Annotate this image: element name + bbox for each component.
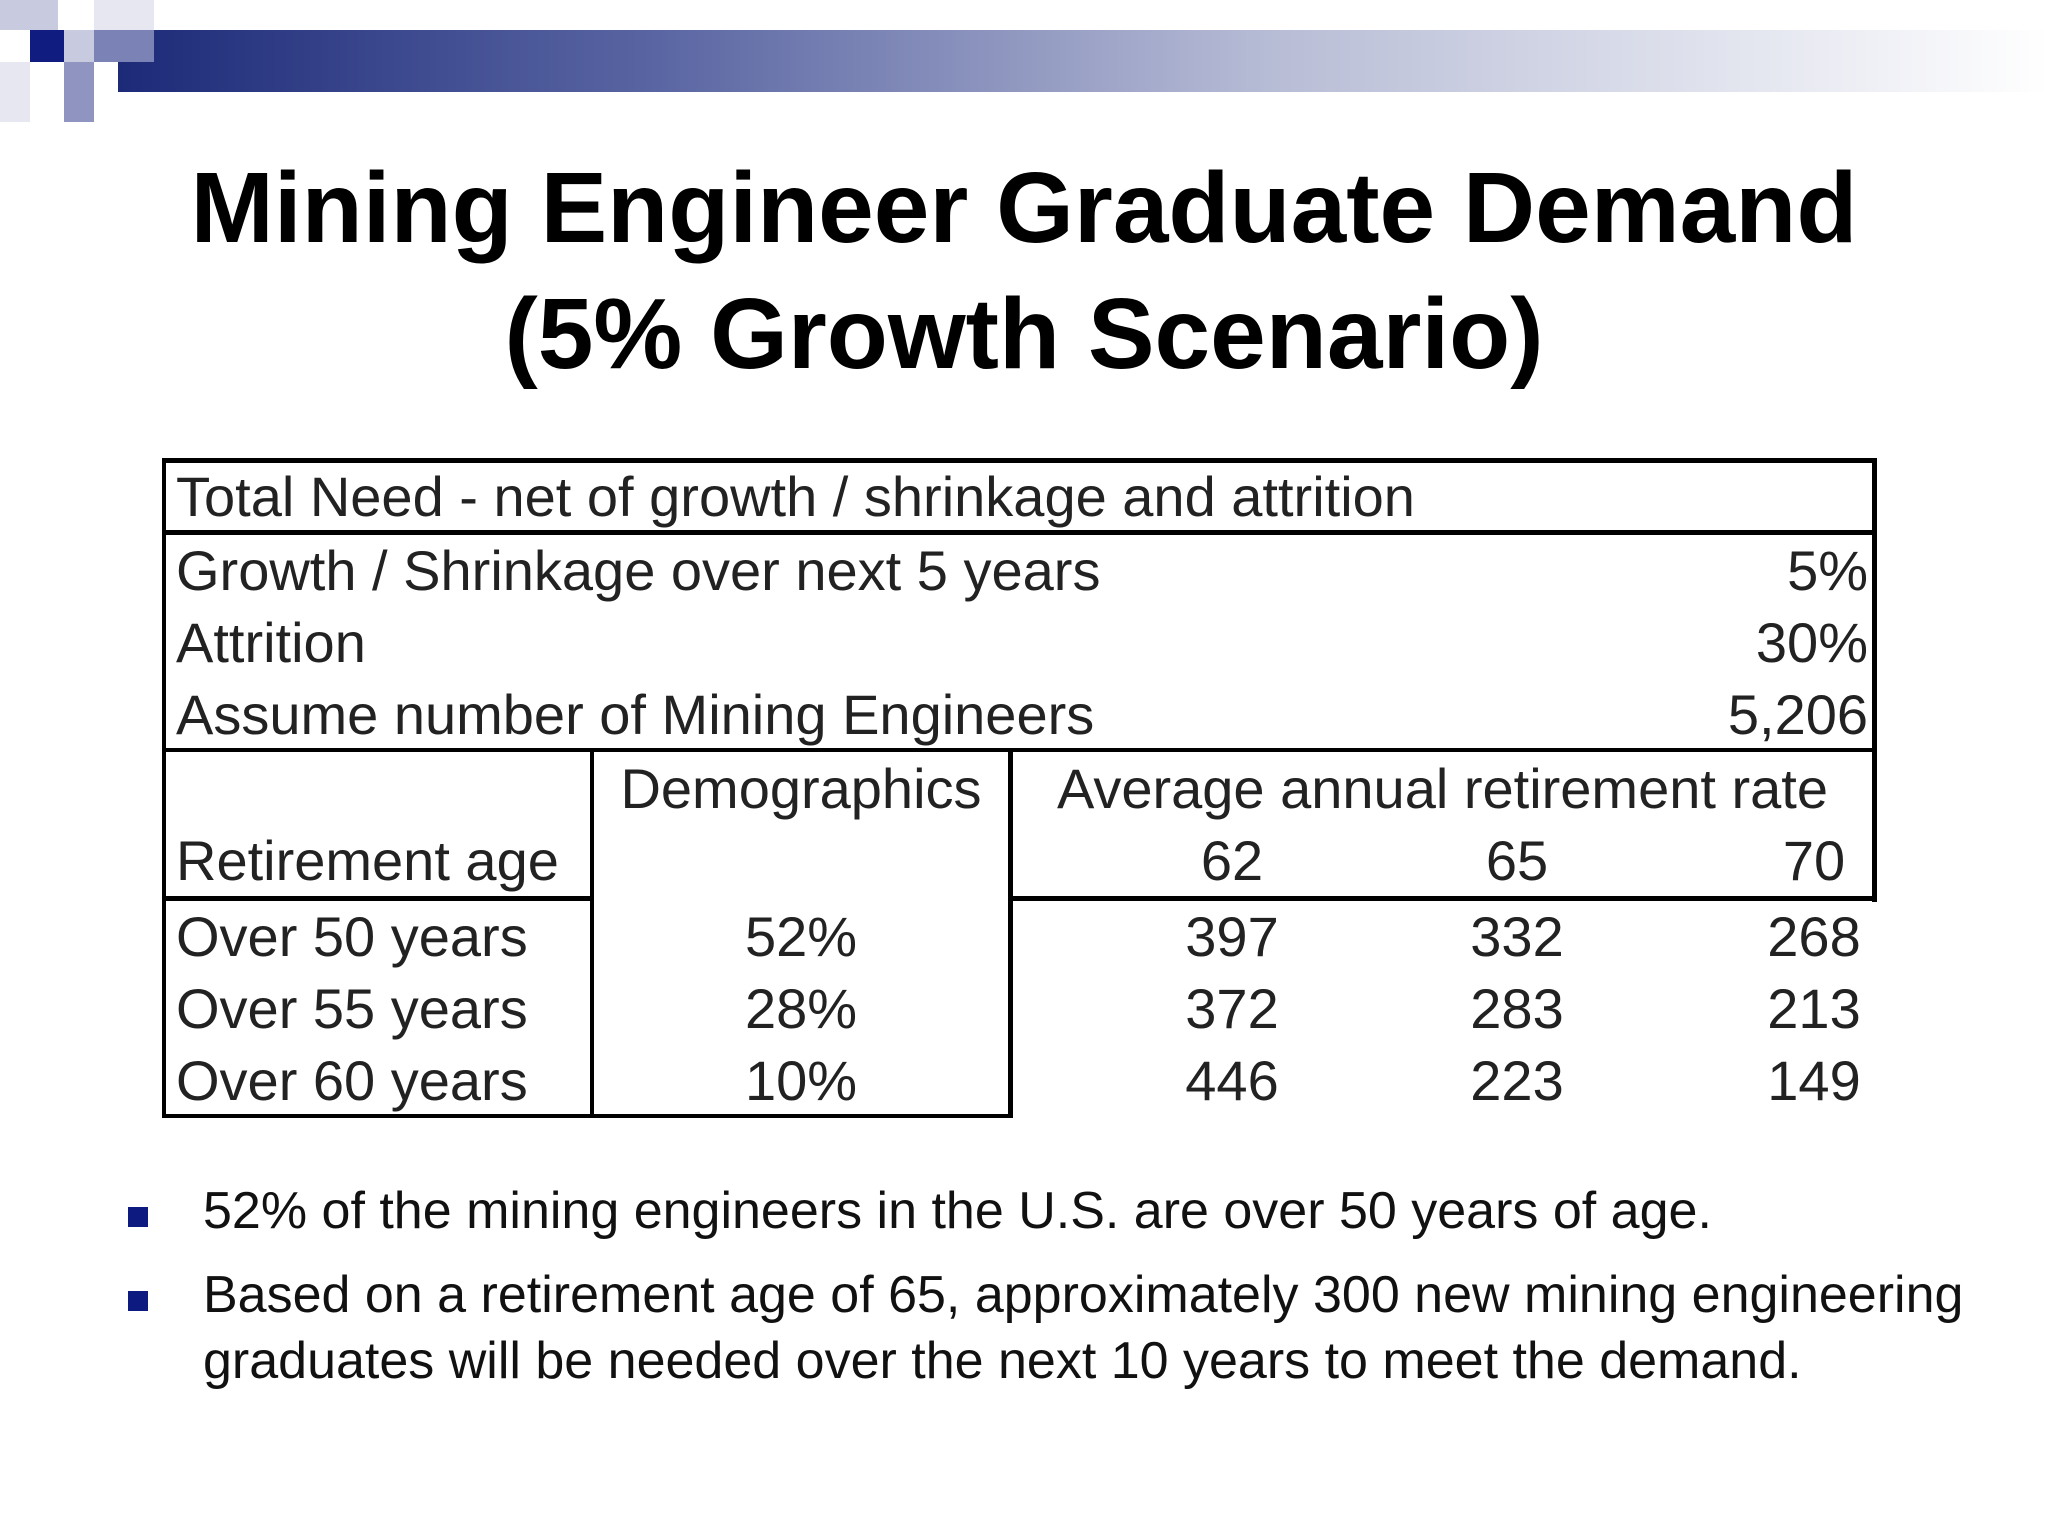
- rate-value: 372: [1185, 977, 1279, 1040]
- decor-square: [94, 30, 154, 62]
- slide-title: Mining Engineer Graduate Demand (5% Grow…: [0, 145, 2048, 397]
- demand-table: Total Need - net of growth / shrinkage a…: [162, 458, 1877, 1118]
- table-border-bottom: [162, 1114, 1012, 1118]
- bullet-text: Based on a retirement age of 65, approxi…: [203, 1266, 1964, 1390]
- bullet-item: Based on a retirement age of 65, approxi…: [128, 1262, 1988, 1394]
- age-header: 70: [1782, 829, 1846, 892]
- rate-value: 149: [1767, 1049, 1861, 1112]
- param-label: Growth / Shrinkage over next 5 years: [176, 539, 1101, 602]
- demographics-value: 52%: [744, 905, 858, 968]
- column-header-rate: Average annual retirement rate: [1057, 757, 1828, 820]
- bullet-text: 52% of the mining engineers in the U.S. …: [203, 1182, 1712, 1240]
- demographics-value: 28%: [744, 977, 858, 1040]
- table-divider-vertical: [1008, 748, 1013, 1118]
- bullet-list: 52% of the mining engineers in the U.S. …: [128, 1178, 1988, 1412]
- table-divider: [162, 748, 1876, 752]
- table-border-top: [162, 458, 1876, 463]
- table-divider: [162, 896, 592, 901]
- decor-square: [0, 62, 30, 122]
- rate-value: 397: [1185, 905, 1279, 968]
- rate-value: 283: [1470, 977, 1564, 1040]
- param-value: 5%: [1787, 539, 1868, 602]
- table-divider: [1008, 896, 1876, 901]
- row-label: Over 60 years: [176, 1049, 528, 1112]
- decor-square: [64, 30, 94, 62]
- bullet-item: 52% of the mining engineers in the U.S. …: [128, 1178, 1988, 1244]
- row-label: Over 55 years: [176, 977, 528, 1040]
- age-header: 65: [1485, 829, 1549, 892]
- table-border-right: [1872, 458, 1877, 902]
- rate-value: 446: [1185, 1049, 1279, 1112]
- title-line-1: Mining Engineer Graduate Demand: [190, 152, 1858, 264]
- rate-value: 223: [1470, 1049, 1564, 1112]
- rate-value: 332: [1470, 905, 1564, 968]
- decor-square: [30, 30, 64, 62]
- rate-value: 213: [1767, 977, 1861, 1040]
- table-header: Total Need - net of growth / shrinkage a…: [176, 465, 1415, 528]
- table-divider: [162, 530, 1876, 535]
- decor-square: [0, 0, 58, 30]
- column-header-demographics: Demographics: [620, 757, 982, 820]
- column-header-retirement-age: Retirement age: [176, 829, 559, 892]
- param-value: 5,206: [1727, 683, 1868, 746]
- rate-value: 268: [1767, 905, 1861, 968]
- param-label: Attrition: [176, 611, 366, 674]
- square-bullet-icon: [128, 1207, 148, 1227]
- square-bullet-icon: [128, 1291, 148, 1311]
- age-header: 62: [1200, 829, 1264, 892]
- decor-square: [64, 62, 94, 122]
- table-border-left: [162, 458, 166, 1118]
- row-label: Over 50 years: [176, 905, 528, 968]
- param-value: 30%: [1755, 611, 1868, 674]
- table-divider-vertical: [590, 748, 594, 1118]
- header-gradient-bar: [118, 30, 2048, 92]
- param-label: Assume number of Mining Engineers: [176, 683, 1095, 746]
- title-line-2: (5% Growth Scenario): [504, 278, 1544, 390]
- demographics-value: 10%: [744, 1049, 858, 1112]
